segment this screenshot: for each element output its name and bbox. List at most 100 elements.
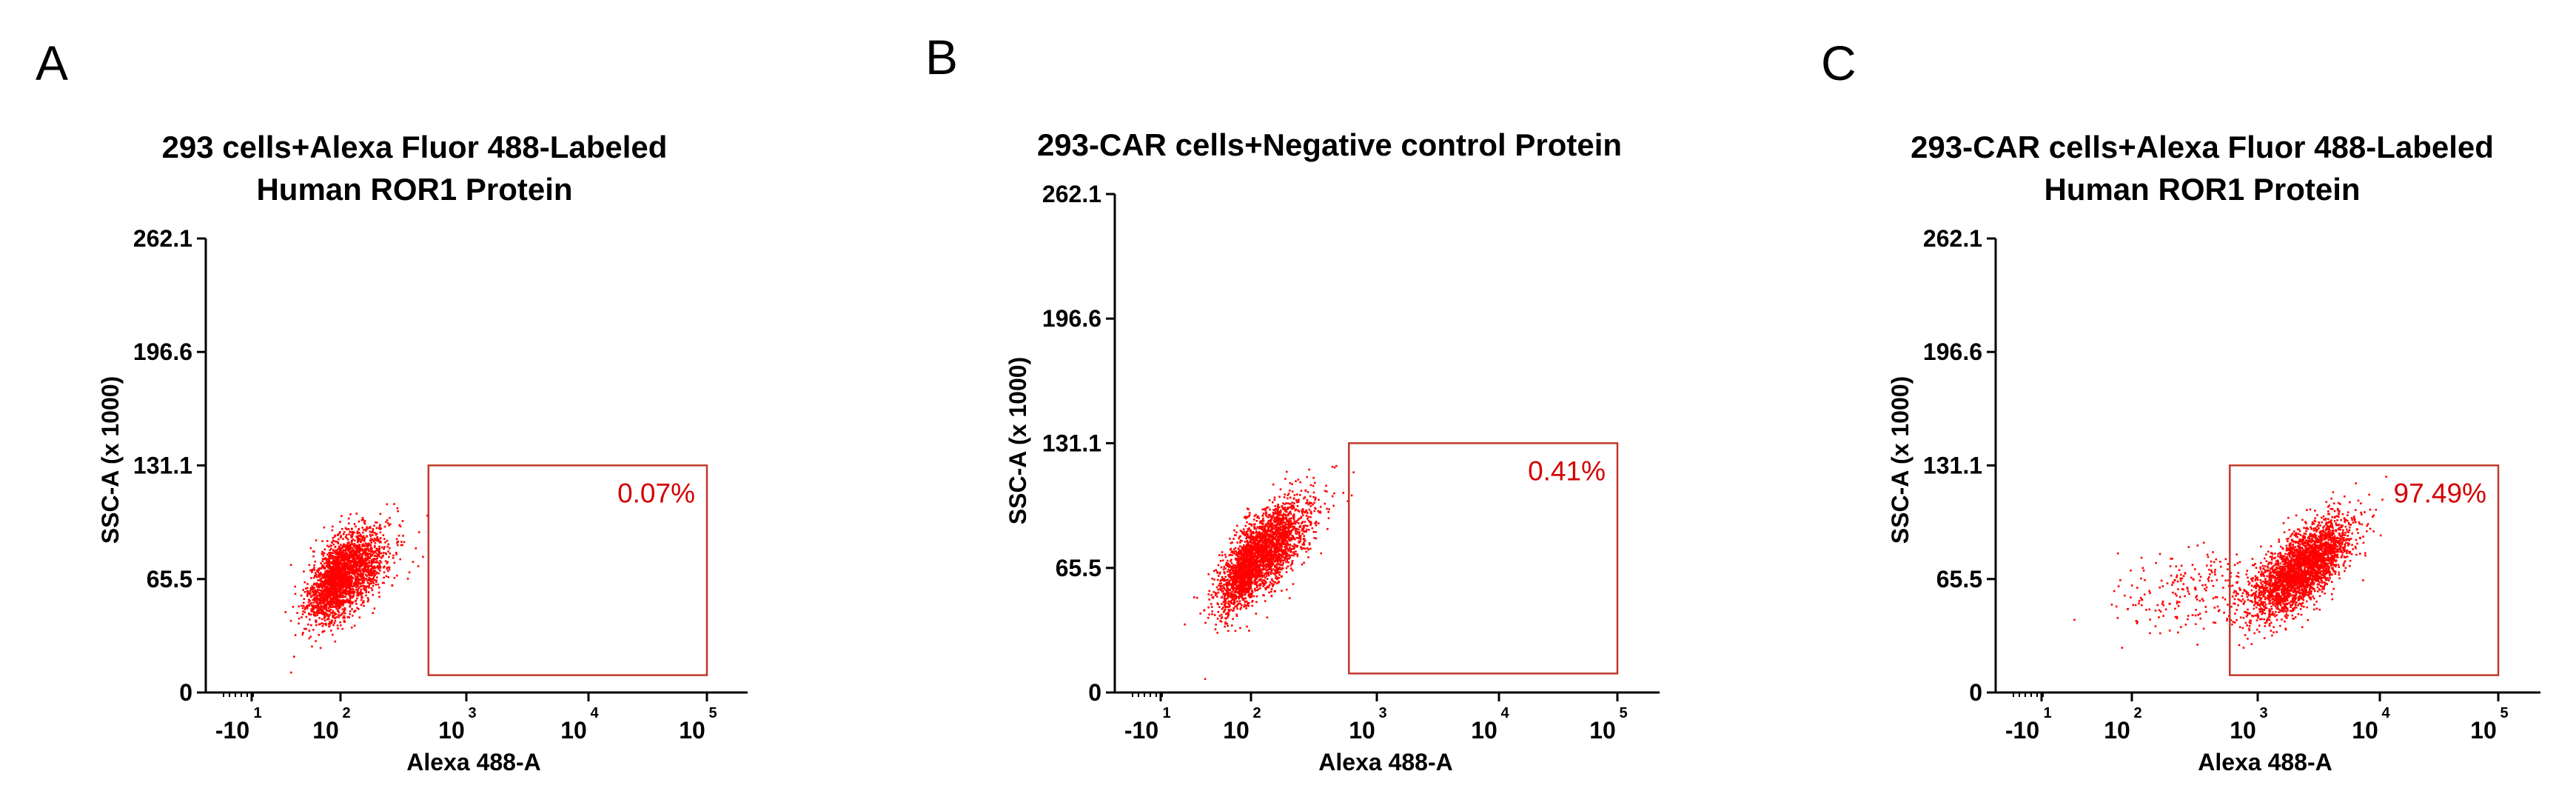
panel-a: A 293 cells+Alexa Fluor 488-Labeled Huma… bbox=[0, 0, 859, 811]
event-point bbox=[358, 608, 360, 610]
event-point bbox=[1251, 553, 1253, 555]
event-point bbox=[323, 595, 326, 598]
event-point bbox=[1278, 571, 1281, 573]
event-point bbox=[1309, 484, 1312, 487]
event-point bbox=[1269, 519, 1271, 522]
event-point bbox=[353, 531, 355, 534]
event-point bbox=[378, 527, 380, 530]
event-point bbox=[1298, 533, 1301, 536]
event-point bbox=[309, 592, 312, 595]
event-point bbox=[349, 610, 352, 613]
event-point bbox=[372, 567, 375, 570]
event-point bbox=[1278, 529, 1280, 532]
event-point bbox=[344, 573, 346, 575]
event-point bbox=[1227, 614, 1230, 617]
event-point bbox=[348, 592, 350, 594]
event-point bbox=[347, 538, 349, 541]
event-point bbox=[366, 552, 369, 555]
event-point bbox=[1230, 594, 1232, 597]
event-point bbox=[344, 527, 347, 530]
event-point bbox=[1250, 578, 1252, 580]
event-point bbox=[381, 581, 384, 584]
event-point bbox=[1284, 523, 1287, 526]
event-point bbox=[328, 589, 331, 591]
event-point bbox=[334, 620, 337, 622]
plot-area-b: 065.5131.1196.6262.1-1011021031041050.41… bbox=[1042, 181, 1660, 744]
event-point bbox=[1233, 571, 1236, 573]
event-point bbox=[360, 588, 363, 591]
event-point bbox=[386, 570, 389, 573]
event-point bbox=[315, 601, 318, 603]
event-point bbox=[337, 563, 339, 565]
event-point bbox=[1312, 484, 1315, 487]
event-point bbox=[1269, 534, 1272, 536]
event-point bbox=[305, 587, 307, 590]
event-point bbox=[370, 541, 372, 544]
event-point bbox=[1224, 555, 1227, 558]
event-point bbox=[323, 604, 326, 607]
event-point bbox=[1250, 587, 1252, 590]
event-point bbox=[1237, 567, 1240, 570]
event-point bbox=[1279, 568, 1282, 570]
event-point bbox=[1242, 554, 1245, 556]
event-point bbox=[353, 624, 356, 627]
event-point bbox=[370, 569, 372, 572]
event-point bbox=[1242, 561, 1244, 563]
event-point bbox=[1307, 529, 1310, 531]
event-point bbox=[318, 612, 321, 614]
event-point bbox=[1255, 547, 1258, 550]
event-point bbox=[351, 587, 354, 590]
event-point bbox=[1227, 606, 1230, 608]
event-point bbox=[361, 575, 364, 578]
event-point bbox=[1304, 490, 1307, 493]
event-point bbox=[318, 578, 321, 581]
event-point bbox=[329, 600, 332, 602]
event-point bbox=[377, 583, 380, 586]
event-point bbox=[323, 567, 326, 569]
event-point bbox=[325, 597, 328, 600]
event-point bbox=[335, 601, 338, 603]
event-point bbox=[1251, 570, 1254, 572]
event-point bbox=[1269, 573, 1272, 575]
event-point bbox=[340, 556, 342, 559]
event-point bbox=[351, 627, 353, 629]
event-point bbox=[382, 552, 385, 554]
event-point bbox=[1290, 531, 1292, 533]
event-point bbox=[1246, 543, 1248, 546]
event-point bbox=[352, 548, 355, 551]
event-point bbox=[1250, 555, 1252, 558]
event-point bbox=[1227, 564, 1230, 567]
event-point bbox=[312, 550, 315, 553]
event-point bbox=[357, 562, 359, 564]
event-point bbox=[1301, 527, 1304, 530]
event-point bbox=[1307, 548, 1309, 551]
event-point bbox=[1292, 535, 1294, 538]
event-point bbox=[1276, 542, 1279, 545]
event-point bbox=[346, 541, 349, 544]
event-point bbox=[1272, 483, 1275, 486]
event-point bbox=[1307, 512, 1309, 514]
event-point bbox=[323, 623, 325, 625]
event-point bbox=[340, 583, 343, 586]
event-point bbox=[1284, 525, 1287, 528]
event-point bbox=[306, 590, 309, 593]
event-point bbox=[1275, 559, 1277, 562]
event-point bbox=[335, 556, 337, 558]
event-point bbox=[1285, 518, 1288, 521]
event-point bbox=[398, 524, 401, 527]
event-point bbox=[1310, 513, 1312, 515]
event-point bbox=[316, 582, 318, 584]
event-point bbox=[1255, 535, 1258, 538]
event-point bbox=[1273, 518, 1276, 521]
event-point bbox=[1284, 555, 1287, 558]
event-point bbox=[344, 585, 346, 588]
event-point bbox=[352, 590, 355, 593]
event-point bbox=[362, 531, 364, 534]
event-point bbox=[372, 552, 375, 555]
event-point bbox=[1230, 575, 1232, 578]
event-point bbox=[1221, 587, 1223, 590]
event-point bbox=[335, 582, 338, 585]
event-point bbox=[1251, 604, 1253, 607]
event-point bbox=[357, 584, 359, 587]
event-point bbox=[333, 584, 336, 587]
